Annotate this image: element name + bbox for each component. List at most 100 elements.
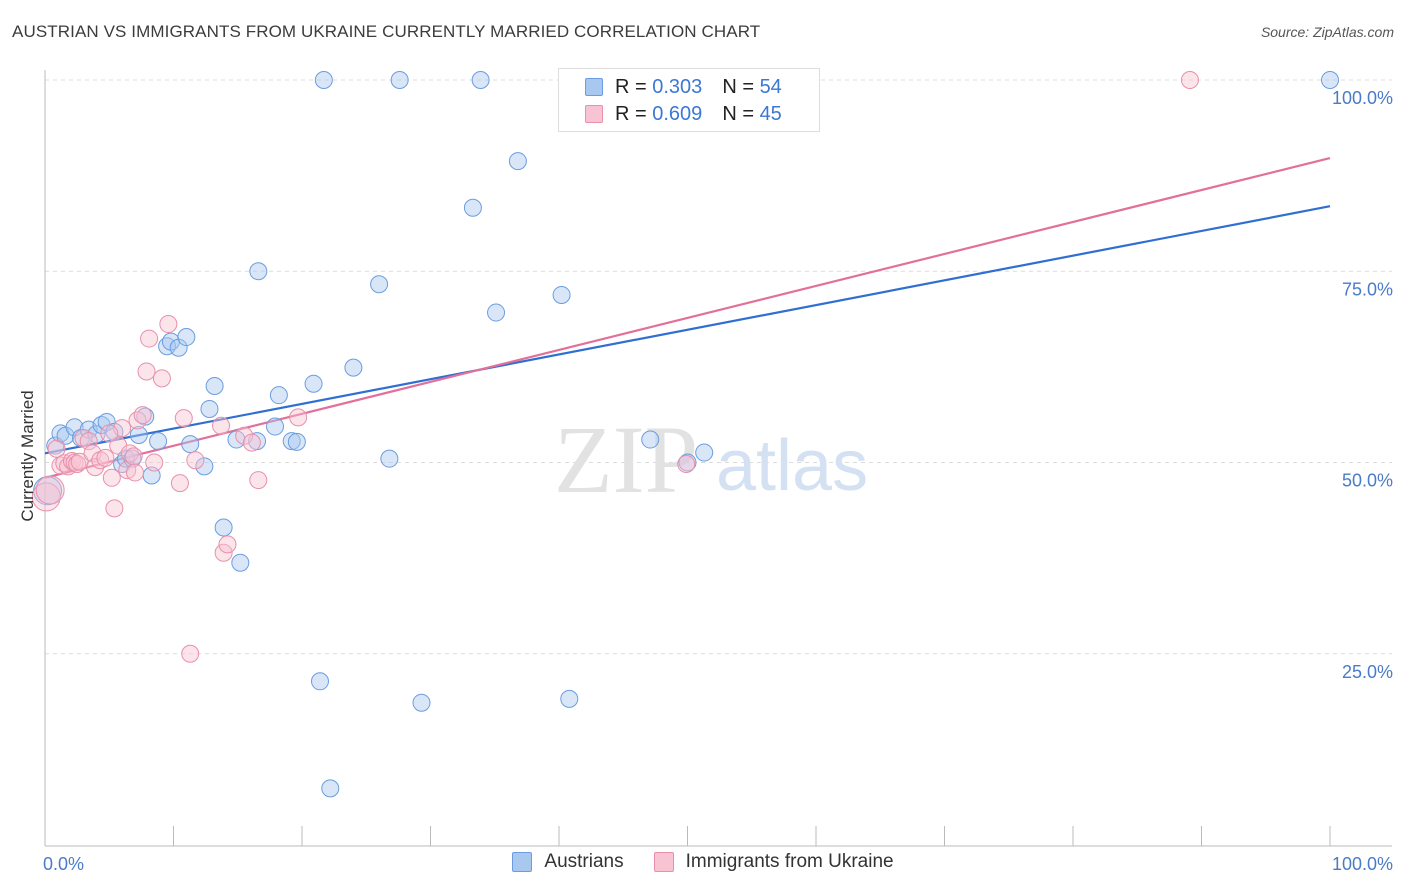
data-point-austrians <box>214 518 233 537</box>
legend-swatch-austrians <box>512 852 533 872</box>
legend-item-austrians[interactable]: Austrians <box>512 851 624 873</box>
legend-swatch-austrians <box>585 78 603 96</box>
legend-n-value-austrians: 54 <box>759 75 782 98</box>
data-point-ukraine <box>242 433 261 452</box>
legend-r-label: R = <box>615 102 647 125</box>
data-point-ukraine <box>96 448 115 467</box>
data-point-austrians <box>269 386 288 405</box>
data-point-ukraine <box>214 543 233 562</box>
data-point-austrians <box>321 779 340 798</box>
data-point-ukraine <box>677 455 696 474</box>
data-point-ukraine <box>249 471 268 490</box>
legend-n-value-ukraine: 45 <box>759 102 782 125</box>
data-point-austrians <box>177 328 196 347</box>
legend-r-value-ukraine: 0.609 <box>652 102 703 125</box>
data-point-ukraine <box>133 406 152 425</box>
data-point-austrians <box>695 443 714 462</box>
data-point-austrians <box>249 262 268 281</box>
data-point-ukraine <box>102 468 121 487</box>
y-tick-label: 25.0% <box>1342 662 1393 682</box>
y-tick-label: 75.0% <box>1342 279 1393 299</box>
data-point-ukraine <box>124 447 143 466</box>
watermark: ZIP atlas <box>554 406 868 513</box>
legend-r-label: R = <box>615 75 647 98</box>
y-tick-label: 50.0% <box>1342 471 1393 491</box>
data-point-ukraine <box>74 429 93 448</box>
legend-swatch-ukraine <box>653 852 674 872</box>
data-point-ukraine <box>170 474 189 493</box>
trend-line-ukraine <box>44 156 1331 479</box>
legend-n-label: N = <box>722 75 754 98</box>
data-point-ukraine <box>35 475 65 505</box>
x-tick-label: 100.0% <box>1332 854 1393 874</box>
data-point-ukraine <box>137 362 156 381</box>
data-point-ukraine <box>1180 71 1199 89</box>
legend-label-ukraine: Immigrants from Ukraine <box>685 851 894 872</box>
watermark-atlas: atlas <box>716 426 868 506</box>
chart-title: AUSTRIAN VS IMMIGRANTS FROM UKRAINE CURR… <box>12 22 761 41</box>
data-point-ukraine <box>159 315 178 334</box>
data-point-ukraine <box>140 329 159 348</box>
data-point-austrians <box>231 553 250 572</box>
legend-item-ukraine[interactable]: Immigrants from Ukraine <box>653 851 894 873</box>
data-point-austrians <box>181 435 200 454</box>
data-point-austrians <box>149 432 168 451</box>
data-point-austrians <box>195 457 214 476</box>
data-point-ukraine <box>68 455 87 474</box>
data-point-austrians <box>1321 71 1339 89</box>
y-axis-label: Currently Married <box>18 390 37 521</box>
data-point-ukraine <box>47 439 66 458</box>
x-tick-labels: 0.0% 100.0% <box>43 854 1393 874</box>
data-point-austrians <box>310 672 329 691</box>
data-point-ukraine <box>100 424 119 443</box>
watermark-zip: ZIP <box>554 406 698 513</box>
legend-row-ukraine: R = 0.609 N = 45 <box>585 102 782 126</box>
data-point-austrians <box>412 693 431 712</box>
data-point-austrians <box>641 430 660 449</box>
data-point-austrians <box>287 432 306 451</box>
data-point-austrians <box>487 303 506 322</box>
data-point-austrians <box>314 71 333 89</box>
data-point-ukraine <box>181 644 200 663</box>
data-point-austrians <box>560 689 579 708</box>
y-tick-labels: 25.0% 50.0% 75.0% 100.0% <box>1332 88 1393 682</box>
x-tick-label: 0.0% <box>43 854 84 874</box>
source-credit: Source: ZipAtlas.com <box>1260 24 1394 40</box>
data-point-ukraine <box>145 453 164 472</box>
data-point-austrians <box>266 417 285 436</box>
data-point-ukraine <box>212 416 231 435</box>
data-point-ukraine <box>79 432 98 451</box>
data-point-ukraine <box>152 369 171 388</box>
data-point-austrians <box>97 412 116 431</box>
legend-r-value-austrians: 0.303 <box>652 75 703 98</box>
data-point-austrians <box>304 374 323 393</box>
trend-line-austrians <box>44 205 1331 455</box>
y-tick-label: 100.0% <box>1332 88 1393 108</box>
data-point-austrians <box>169 338 188 357</box>
legend-label-austrians: Austrians <box>544 851 624 872</box>
data-points <box>31 71 1339 798</box>
axes <box>44 70 1392 847</box>
trend-lines <box>44 156 1331 479</box>
data-point-ukraine <box>289 408 308 427</box>
data-point-austrians <box>390 71 409 89</box>
data-point-austrians <box>129 425 148 444</box>
data-point-austrians <box>463 198 482 217</box>
data-point-austrians <box>200 399 219 418</box>
data-point-austrians <box>380 449 399 468</box>
data-point-austrians <box>552 285 571 304</box>
data-point-austrians <box>282 432 301 451</box>
data-point-ukraine <box>235 426 254 445</box>
data-point-ukraine <box>174 409 193 428</box>
data-point-ukraine <box>186 451 205 470</box>
data-point-ukraine <box>125 463 144 482</box>
data-point-austrians <box>205 377 224 395</box>
data-point-ukraine <box>128 411 147 430</box>
data-point-ukraine <box>218 535 237 554</box>
legend-row-austrians: R = 0.303 N = 54 <box>585 75 782 99</box>
data-point-austrians <box>508 152 527 171</box>
correlation-legend: R = 0.303 N = 54 R = 0.609 N = 45 <box>558 68 820 132</box>
legend-swatch-ukraine <box>585 105 603 123</box>
grid-lines <box>45 79 1392 655</box>
